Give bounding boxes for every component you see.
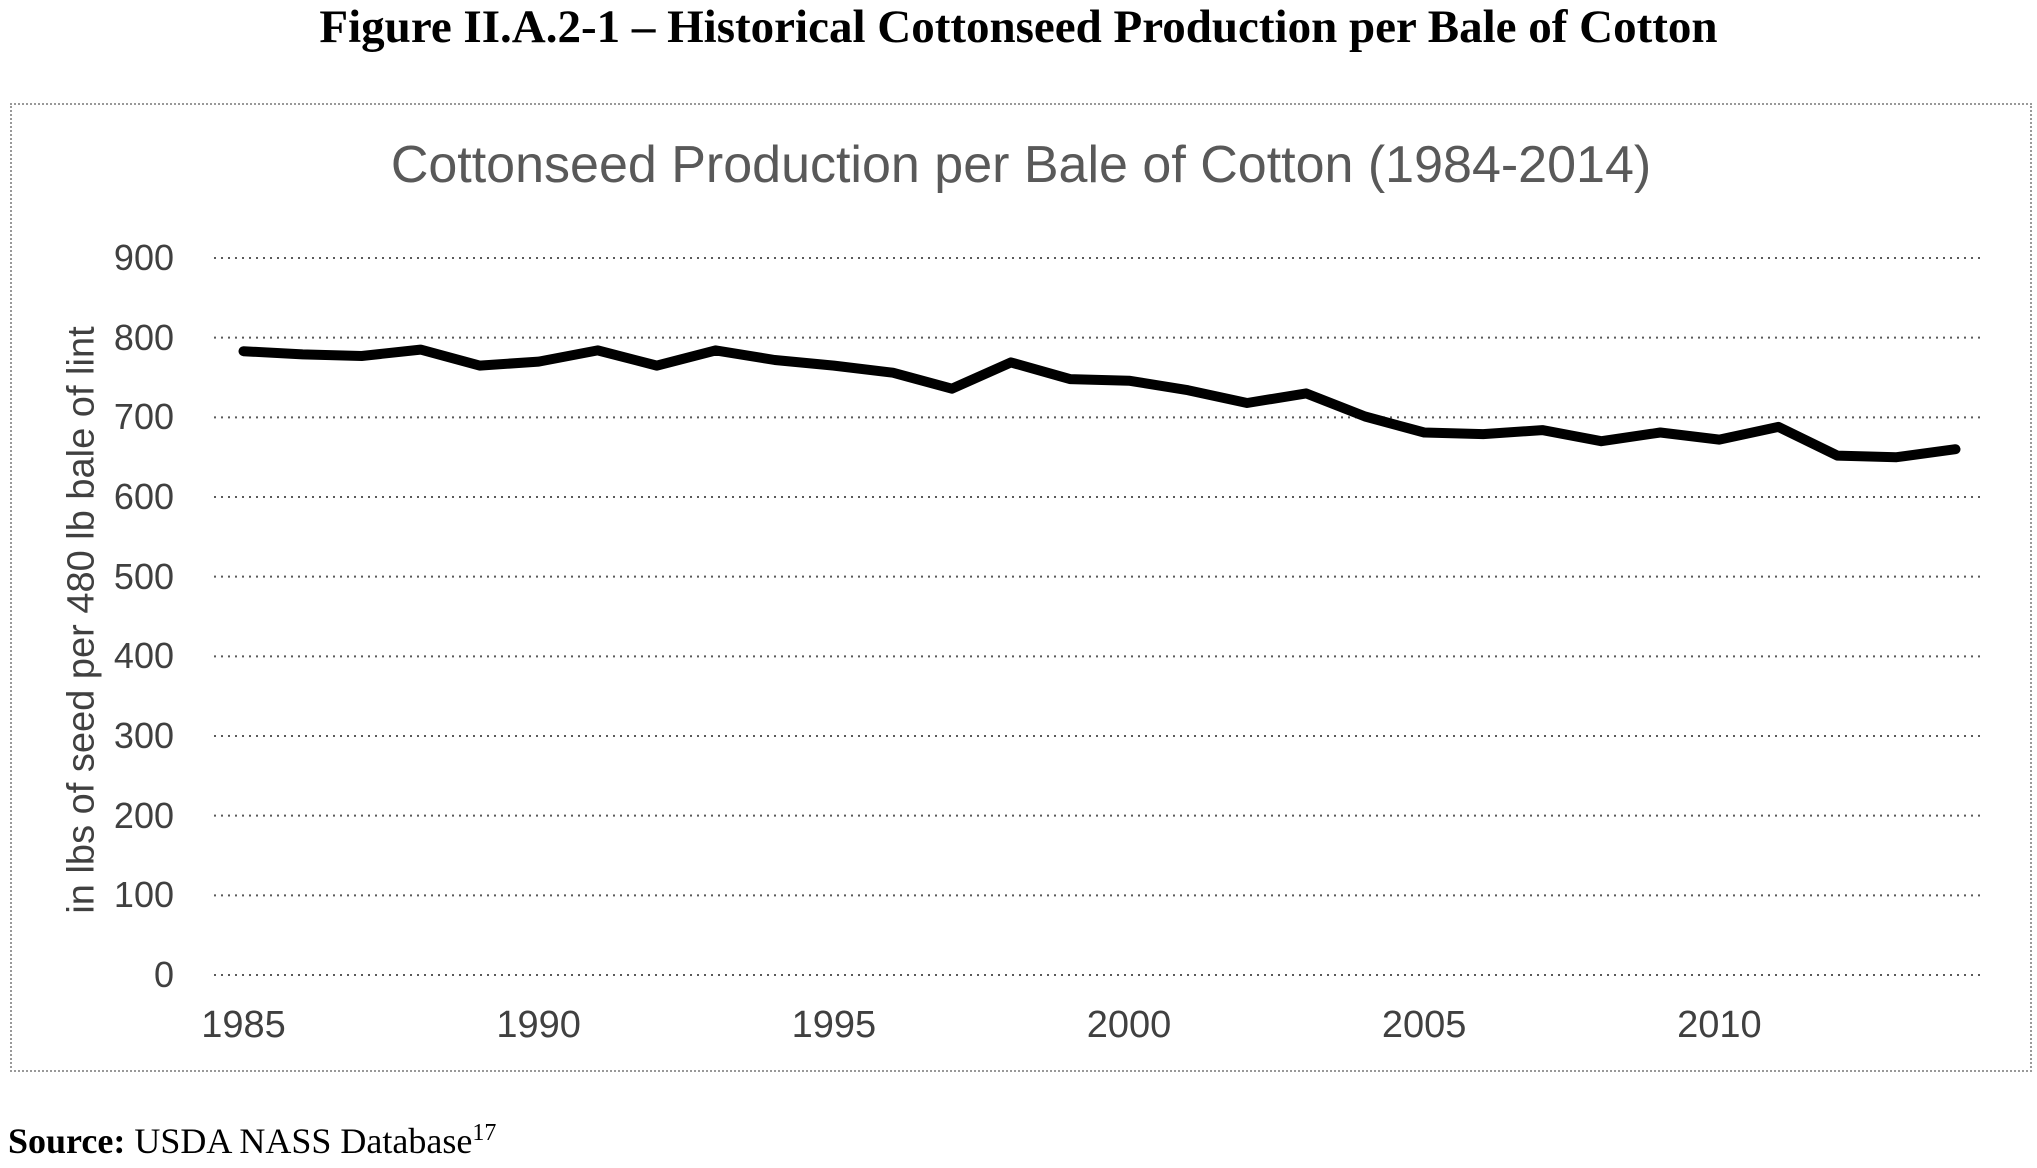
x-tick-label-2005: 2005 <box>1381 1004 1467 1046</box>
x-tick-label-1985: 1985 <box>201 1004 286 1046</box>
source-text: USDA NASS Database <box>125 1121 473 1161</box>
y-tick-label-300: 300 <box>113 715 174 756</box>
x-tick-label-1995: 1995 <box>791 1004 877 1046</box>
plot-area <box>214 257 1985 976</box>
figure-title: Figure II.A.2-1 – Historical Cottonseed … <box>319 1 1718 53</box>
x-tick-label-2000: 2000 <box>1086 1004 1172 1046</box>
y-tick-label-800: 800 <box>113 316 174 358</box>
x-tick-label-1990: 1990 <box>496 1004 581 1046</box>
y-tick-label-0: 0 <box>153 954 174 995</box>
x-tick-label-2010: 2010 <box>1677 1004 1762 1046</box>
y-tick-label-900: 900 <box>113 237 174 278</box>
y-tick-label-600: 600 <box>113 476 174 517</box>
y-tick-label-100: 100 <box>113 874 174 916</box>
series-line-cottonseed <box>238 344 1961 463</box>
y-tick-label-500: 500 <box>113 555 174 597</box>
chart-box: Cottonseed Production per Bale of Cotton… <box>10 103 2032 1072</box>
source-note: Source: USDA NASS Database17 <box>8 1120 496 1162</box>
source-label: Source: <box>8 1121 126 1161</box>
source-superscript: 17 <box>472 1120 497 1146</box>
y-tick-label-200: 200 <box>113 794 174 836</box>
chart-title: Cottonseed Production per Bale of Cotton… <box>390 136 1652 194</box>
y-tick-label-700: 700 <box>113 396 174 438</box>
y-tick-label-400: 400 <box>113 635 174 677</box>
